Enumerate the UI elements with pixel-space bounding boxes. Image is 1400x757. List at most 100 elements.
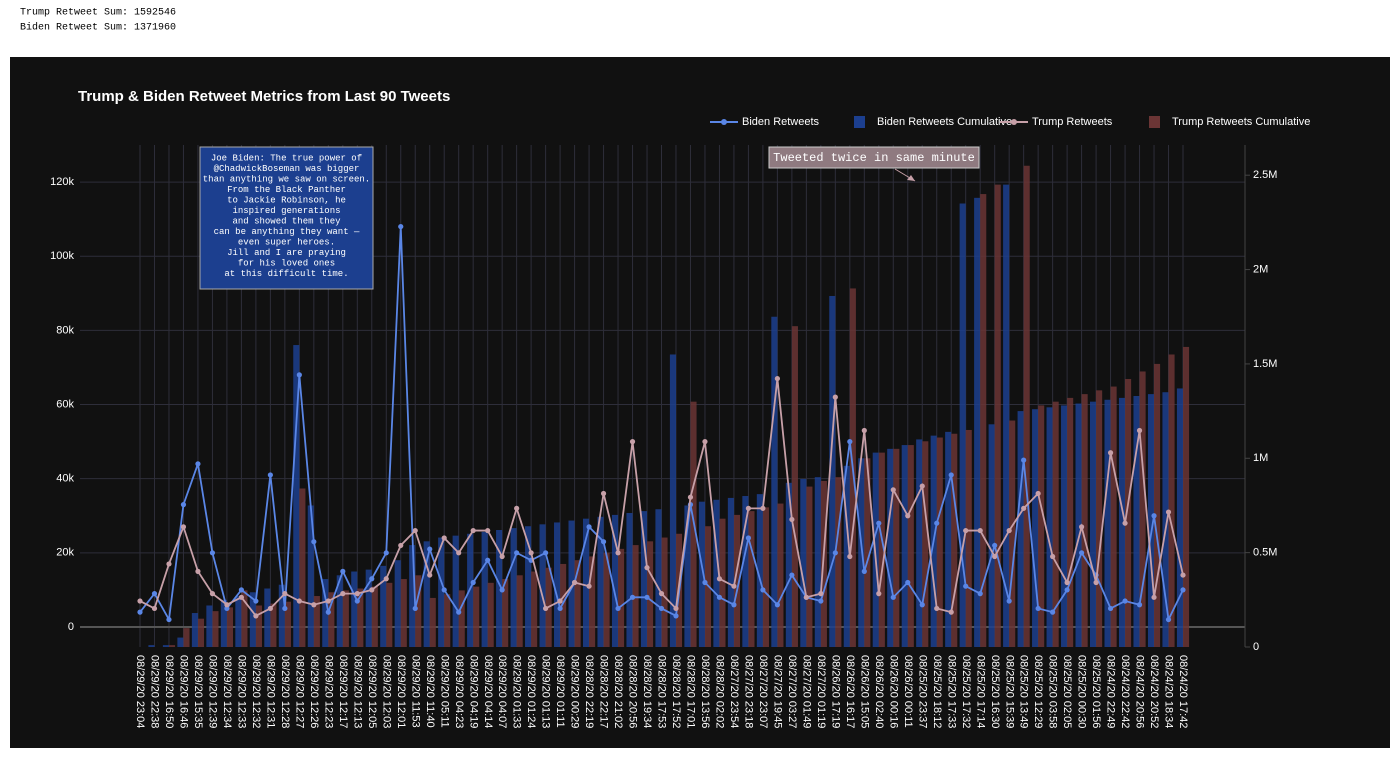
- annotation-text: Joe Biden: The true power of: [211, 153, 362, 163]
- bar: [647, 541, 654, 647]
- point: [658, 605, 665, 612]
- point: [253, 598, 259, 604]
- bar: [756, 494, 763, 647]
- x-tick-label: 08/25/20 02:05: [1061, 655, 1073, 728]
- point: [383, 550, 389, 556]
- bar: [864, 458, 871, 647]
- x-tick-label: 08/25/20 03:58: [1047, 655, 1059, 728]
- x-tick-label: 08/29/20 11:40: [424, 655, 436, 728]
- bar: [270, 603, 277, 647]
- bar: [974, 197, 981, 647]
- x-tick-label: 08/29/20 01:13: [540, 655, 552, 728]
- bar: [241, 590, 248, 647]
- x-tick-label: 08/28/20 22:19: [583, 655, 595, 728]
- y2-tick-label: 2.5M: [1253, 169, 1277, 181]
- point: [325, 598, 331, 604]
- annotation-arrowhead: [907, 175, 915, 181]
- x-tick-label: 08/29/20 12:23: [322, 655, 334, 728]
- bar: [1032, 409, 1039, 647]
- point: [876, 591, 882, 597]
- x-tick-label: 08/29/20 12:39: [207, 655, 219, 728]
- bar: [255, 605, 262, 647]
- bar: [1176, 388, 1183, 647]
- bar: [365, 569, 372, 647]
- bar: [632, 545, 639, 647]
- point: [760, 587, 766, 593]
- bar: [762, 507, 769, 647]
- bar: [162, 645, 169, 647]
- x-tick-label: 08/28/20 17:52: [670, 655, 682, 728]
- bar: [322, 579, 329, 647]
- x-tick-label: 08/29/20 12:05: [366, 655, 378, 728]
- bar: [684, 505, 691, 647]
- legend-swatch: [1149, 116, 1160, 128]
- bar: [560, 563, 567, 647]
- x-tick-label: 08/29/20 12:32: [250, 655, 262, 728]
- point: [296, 598, 302, 604]
- bar: [988, 424, 995, 647]
- x-tick-label: 08/28/20 19:34: [641, 655, 653, 728]
- x-tick-label: 08/25/20 16:30: [989, 655, 1001, 728]
- point: [818, 598, 824, 604]
- x-tick-label: 08/24/20 20:52: [1148, 655, 1160, 728]
- bar: [191, 613, 198, 647]
- point: [861, 427, 867, 434]
- point: [702, 439, 708, 445]
- x-tick-label: 08/28/20 17:01: [685, 655, 697, 728]
- annotation-text: Tweeted twice in same minute: [773, 151, 975, 165]
- bar: [328, 592, 335, 647]
- x-tick-label: 08/29/20 16:46: [178, 655, 190, 728]
- point: [977, 527, 983, 534]
- x-tick-label: 08/25/20 12:29: [1032, 655, 1044, 728]
- point: [398, 223, 404, 230]
- point: [325, 609, 331, 615]
- point: [1035, 490, 1041, 497]
- point: [282, 591, 288, 597]
- bar: [525, 526, 532, 647]
- x-tick-label: 08/28/20 17:53: [656, 655, 668, 728]
- point: [644, 594, 650, 600]
- bar: [510, 528, 517, 647]
- annotation-text: even super heroes.: [238, 237, 335, 247]
- x-tick-label: 08/25/20 23:37: [916, 655, 928, 728]
- bar: [1067, 397, 1074, 647]
- bar: [785, 482, 792, 647]
- bar: [936, 437, 943, 647]
- bar: [438, 537, 445, 647]
- x-tick-label: 08/26/20 16:17: [844, 655, 856, 728]
- bar: [574, 560, 581, 647]
- y-tick-label: 60k: [56, 398, 74, 410]
- point: [600, 539, 607, 545]
- x-tick-label: 08/29/20 04:23: [453, 655, 465, 728]
- point: [919, 483, 925, 489]
- point: [1151, 594, 1157, 600]
- x-tick-label: 08/29/20 12:03: [380, 655, 392, 728]
- bar: [226, 607, 234, 647]
- x-tick-label: 08/28/20 13:56: [699, 655, 711, 728]
- x-tick-label: 08/25/20 17:32: [960, 655, 972, 728]
- bar: [835, 477, 842, 647]
- point: [963, 583, 969, 589]
- x-tick-label: 08/25/20 15:39: [1003, 655, 1015, 728]
- point: [441, 535, 447, 541]
- bar: [1061, 405, 1068, 647]
- bar: [748, 511, 755, 647]
- bar: [893, 448, 900, 647]
- point: [1050, 553, 1056, 560]
- point: [557, 605, 563, 612]
- point: [1050, 609, 1056, 615]
- point: [992, 553, 998, 560]
- point: [1006, 527, 1012, 534]
- y2-tick-label: 0.5M: [1253, 547, 1277, 559]
- point: [963, 527, 969, 534]
- point: [499, 587, 505, 593]
- point: [934, 520, 940, 526]
- point: [571, 579, 578, 586]
- x-tick-label: 08/27/20 23:54: [728, 655, 740, 728]
- point: [369, 576, 375, 582]
- x-tick-label: 08/29/20 04:19: [467, 655, 479, 728]
- point: [369, 587, 375, 593]
- point: [600, 490, 607, 497]
- point: [528, 550, 534, 556]
